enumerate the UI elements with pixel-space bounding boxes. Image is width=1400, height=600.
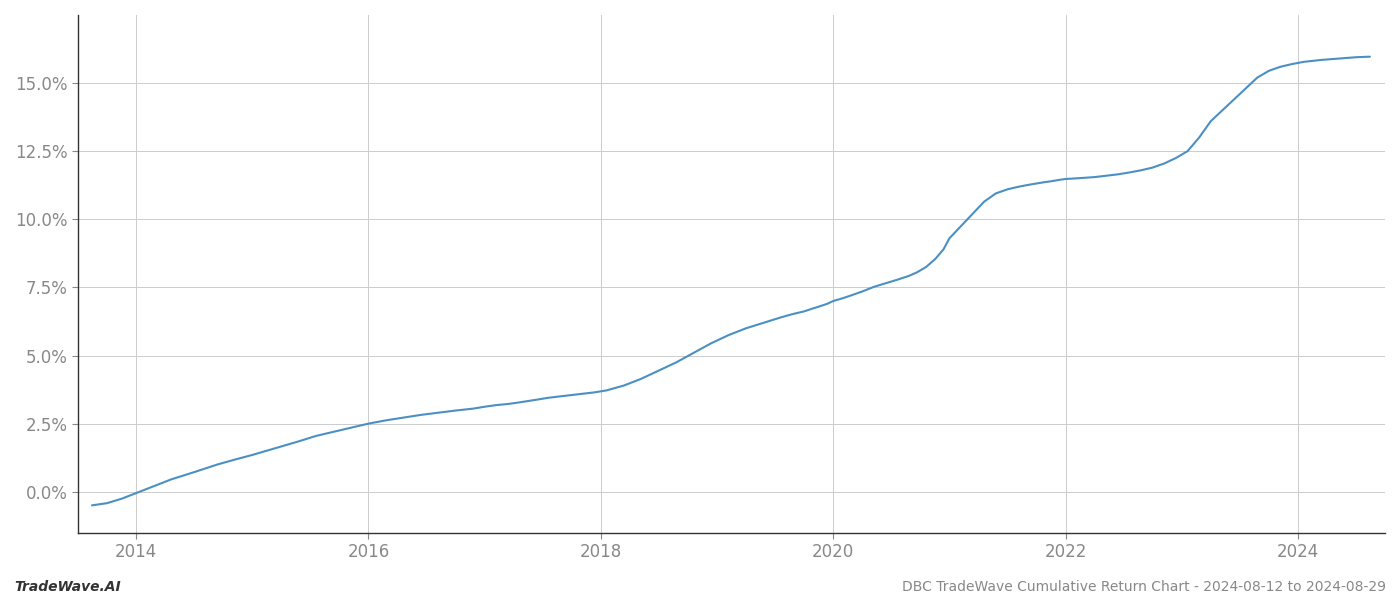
Text: TradeWave.AI: TradeWave.AI bbox=[14, 580, 120, 594]
Text: DBC TradeWave Cumulative Return Chart - 2024-08-12 to 2024-08-29: DBC TradeWave Cumulative Return Chart - … bbox=[902, 580, 1386, 594]
